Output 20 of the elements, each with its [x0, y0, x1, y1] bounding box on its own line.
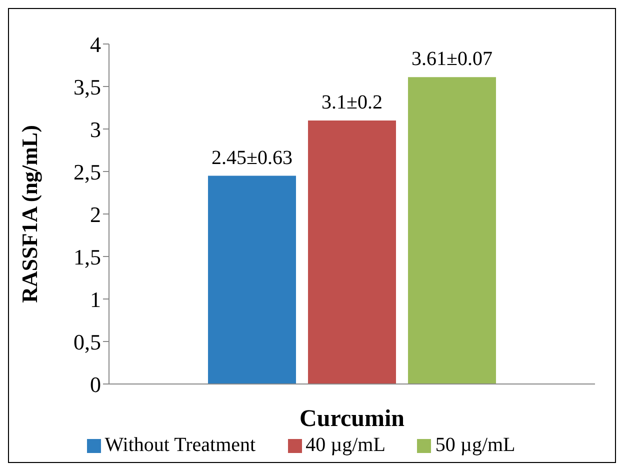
y-tick-label: 3: [90, 116, 101, 142]
y-tick-label: 3,5: [74, 74, 101, 100]
legend-label: 50 µg/mL: [435, 434, 516, 456]
y-tick-label: 2: [90, 202, 101, 227]
bar: [408, 77, 496, 384]
bar: [208, 176, 296, 384]
legend-label: 40 µg/mL: [306, 434, 386, 456]
y-tick-label: 1,5: [74, 244, 101, 270]
y-axis-title: RASSF1A (ng/mL): [16, 125, 42, 303]
y-tick-label: 4: [90, 32, 101, 57]
y-tick-label: 0: [90, 372, 101, 397]
y-tick-label: 1: [90, 286, 101, 312]
y-tick-label: 0,5: [74, 329, 101, 354]
x-axis-title: Curcumin: [300, 406, 404, 432]
y-tick-label: 2,5: [74, 159, 101, 184]
bar: [308, 120, 396, 384]
data-label: 3.61±0.07: [412, 48, 492, 70]
data-label: 2.45±0.63: [212, 146, 292, 169]
data-label: 3.1±0.2: [322, 92, 382, 114]
legend-label: Without Treatment: [104, 434, 256, 456]
